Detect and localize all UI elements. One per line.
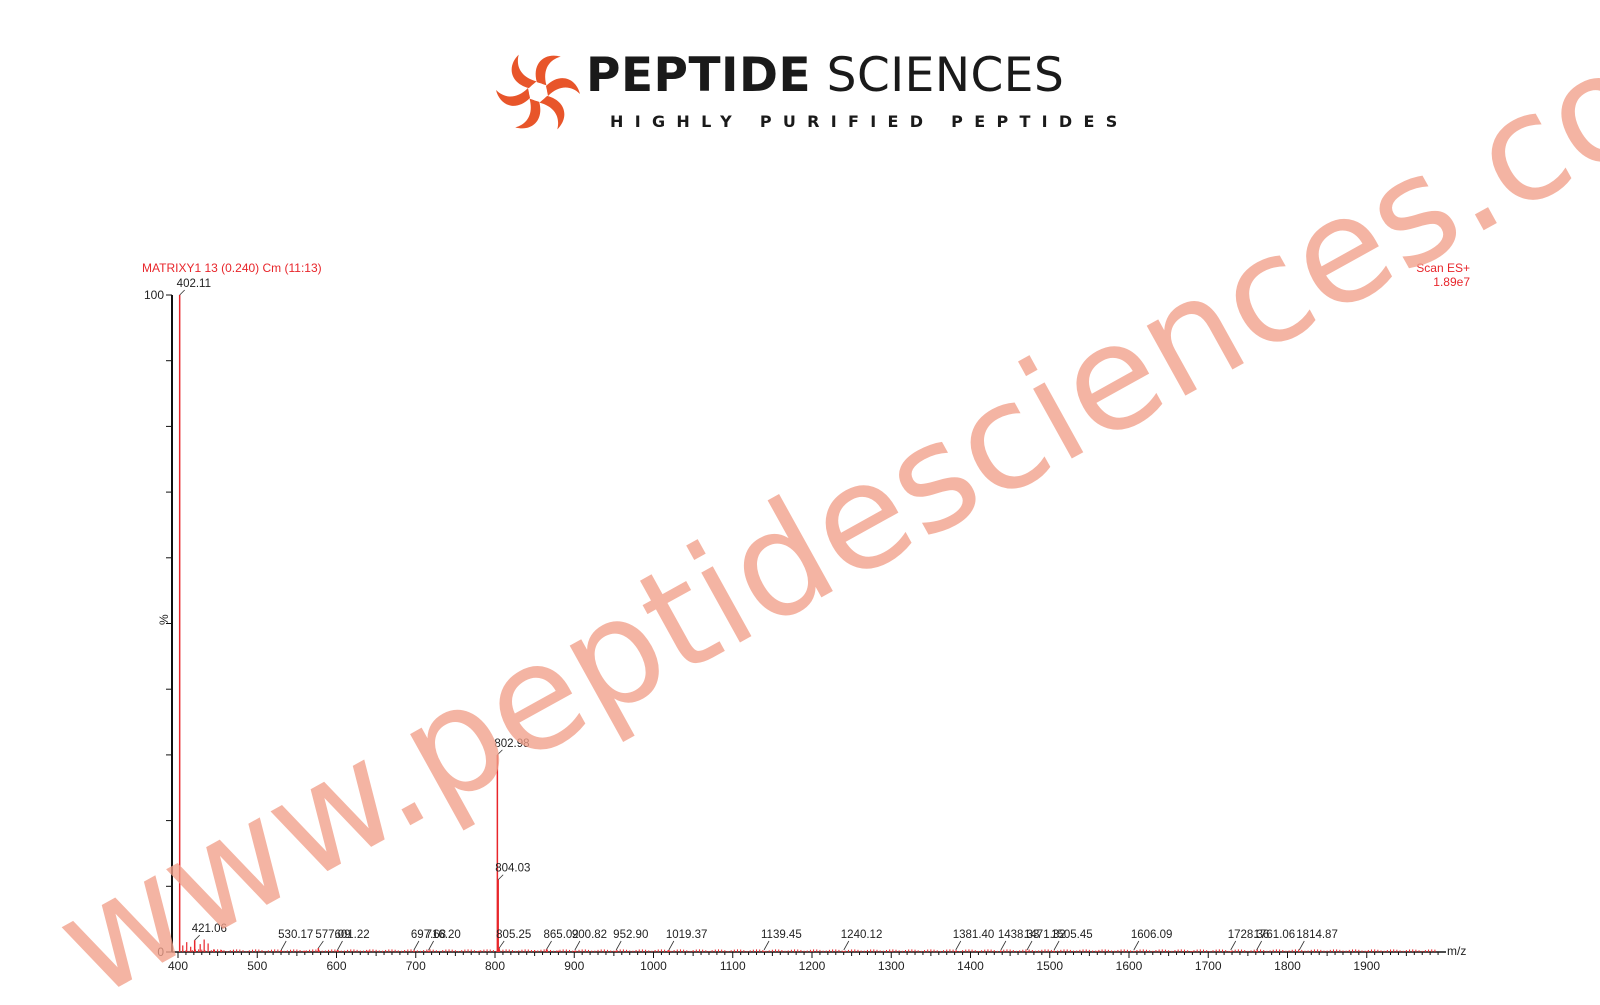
peak-label: 1240.12: [841, 929, 883, 941]
peak-leader: [615, 940, 622, 951]
x-tick-label: 1700: [1195, 959, 1222, 973]
peak-leader: [497, 749, 503, 756]
peak-leader: [763, 940, 770, 951]
chart-header-left: MATRIXY1 13 (0.240) Cm (11:13): [142, 261, 322, 275]
swirl-blade: [535, 55, 561, 86]
peak-leader: [1230, 940, 1237, 951]
peak-leader: [497, 874, 504, 881]
y-tick-label: 100: [144, 288, 164, 302]
brand-name-light: SCIENCES: [826, 48, 1065, 103]
chart-axes: 0 100 400 500 600 700 800 900 1000 1100 1200 1300 14…: [144, 288, 1446, 973]
peak-label: 601.22: [334, 929, 369, 941]
peak-leader: [428, 940, 434, 951]
brand-name-bold: PEPTIDE: [586, 48, 812, 103]
chart-peaks: [178, 295, 1436, 952]
brand-tagline: HIGHLY PURIFIED PEPTIDES: [610, 112, 1129, 131]
x-tick-label: 700: [406, 959, 426, 973]
peak-label: 1728.36: [1228, 929, 1270, 941]
swirl-blade: [546, 78, 580, 96]
peak-leader: [498, 940, 505, 949]
peak-leader: [668, 940, 675, 951]
x-tick-label: 400: [168, 959, 188, 973]
peak-leader: [194, 934, 200, 941]
x-tick-label: 600: [326, 959, 346, 973]
peak-leader: [843, 940, 850, 951]
peak-leader: [337, 940, 343, 951]
peak-label: 697.68: [411, 929, 446, 941]
peak-label: 1381.40: [953, 929, 995, 941]
peak-leader: [574, 940, 581, 951]
swirl-center: [529, 83, 547, 101]
x-tick-label: 800: [485, 959, 505, 973]
x-tick-label: 1000: [640, 959, 667, 973]
swirl-blade: [496, 88, 530, 106]
chart-header-scan: Scan ES+: [1416, 261, 1470, 275]
x-axis-label: m/z: [1447, 944, 1466, 958]
peak-label: 716.20: [426, 929, 461, 941]
brand-name: PEPTIDE SCIENCES: [586, 48, 1064, 103]
x-tick-label: 1900: [1353, 959, 1380, 973]
peak-leader: [318, 940, 324, 949]
x-tick-label: 1600: [1116, 959, 1143, 973]
brand-logo: PEPTIDE SCIENCES HIGHLY PURIFIED PEPTIDE…: [492, 42, 1132, 142]
peak-label: 530.17: [278, 929, 313, 941]
swirl-blade: [515, 98, 541, 129]
peak-label: 952.90: [613, 929, 648, 941]
peak-label: 865.02: [544, 929, 579, 941]
peak-label: 1438.33: [998, 929, 1040, 941]
x-tick-label: 1300: [878, 959, 905, 973]
peak-label: 804.03: [495, 863, 530, 875]
swirl-logo-icon: [496, 54, 580, 130]
peak-label: 1471.32: [1024, 929, 1066, 941]
peak-label: 1761.06: [1254, 929, 1296, 941]
peak-label: 900.82: [572, 929, 607, 941]
x-tick-label: 1400: [957, 959, 984, 973]
chart-header-intensity: 1.89e7: [1433, 275, 1470, 289]
peak-leader: [179, 289, 185, 296]
peak-label: 421.06: [192, 923, 227, 935]
peak-label: 1606.09: [1131, 929, 1173, 941]
peak-leader: [280, 940, 287, 951]
x-tick-label: 900: [564, 959, 584, 973]
x-tick-label: 1500: [1036, 959, 1063, 973]
peak-leader: [1298, 940, 1305, 951]
peak-label: 402.11: [177, 278, 211, 290]
peak-leader: [955, 940, 962, 951]
peak-label: 802.98: [494, 738, 529, 750]
peak-leader: [1053, 940, 1060, 951]
x-tick-label: 1800: [1274, 959, 1301, 973]
peak-label: 1814.87: [1296, 929, 1338, 941]
peak-label: 1505.45: [1051, 929, 1093, 941]
peak-leader: [1000, 940, 1007, 951]
peak-label: 1019.37: [666, 929, 708, 941]
peak-label: 577.09: [315, 929, 350, 941]
y-tick-label: 0: [157, 945, 164, 959]
swirl-blade: [511, 54, 537, 89]
peak-label: 805.25: [496, 929, 531, 941]
peak-leader: [1026, 940, 1033, 951]
swirl-blade: [539, 95, 565, 130]
y-axis-label: %: [157, 614, 171, 625]
x-tick-label: 1100: [720, 959, 746, 973]
peak-label: 1139.45: [761, 929, 802, 941]
peak-leader: [413, 940, 420, 951]
x-tick-label: 1200: [799, 959, 826, 973]
x-tick-label: 500: [247, 959, 267, 973]
peak-leader: [1133, 940, 1140, 951]
peak-leader: [546, 940, 552, 950]
peak-leader: [1256, 940, 1262, 951]
